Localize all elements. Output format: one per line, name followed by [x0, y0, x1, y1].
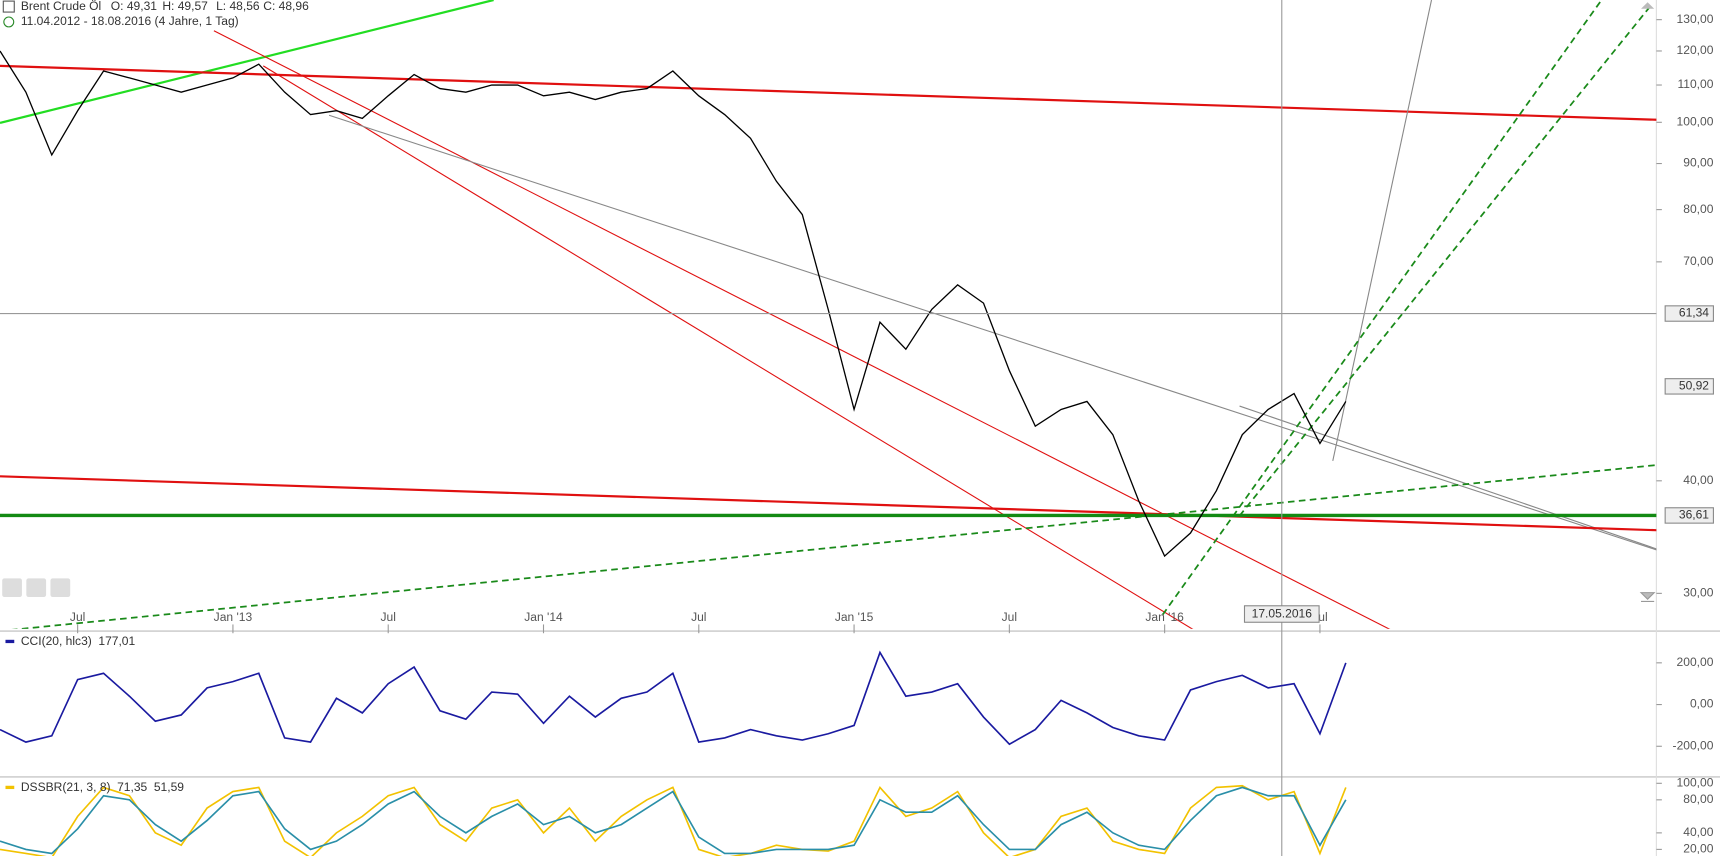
y-tick-label: 70,00	[1683, 254, 1713, 268]
series-group	[0, 650, 1347, 746]
ohlc-high: H: 49,57	[162, 0, 208, 13]
y-tick-label: 100,00	[1677, 114, 1714, 128]
legend-swatch	[5, 639, 15, 644]
panel: 20,00 40,00 80,00 100,00	[1656, 775, 1714, 856]
crosshair-x-label: 17.05.2016	[1252, 607, 1313, 621]
y-tick-label: 100,00	[1677, 775, 1714, 789]
series-group	[0, 786, 1347, 855]
last-price-marker	[1664, 378, 1714, 395]
zoom-in-button[interactable]	[2, 578, 22, 598]
legend-label: DSSBR(21, 3, 8)	[21, 780, 111, 794]
crosshair-y-box	[1664, 305, 1714, 322]
y-tick-label: -200,00	[1673, 738, 1714, 752]
series-line	[0, 786, 1347, 855]
legend-label: CCI(20, hlc3)	[21, 634, 92, 648]
trend-lines	[0, 0, 1657, 629]
level-marker	[1664, 507, 1714, 524]
y-tick-label: 40,00	[1683, 825, 1713, 839]
y-tick-label: 110,00	[1677, 77, 1713, 91]
x-tick-label: Jul	[70, 610, 85, 624]
x-tick-label: Jan '14	[524, 610, 563, 624]
panel: -200,00 0,00 200,00	[1656, 655, 1714, 752]
y-tick-label: 200,00	[1677, 655, 1714, 669]
x-tick-label: Jan '15	[835, 610, 874, 624]
x-tick-label: Jul	[381, 610, 396, 624]
ohlc-close: C: 48,96	[263, 0, 309, 13]
y-tick-label: 80,00	[1683, 792, 1713, 806]
chart-title: Brent Crude Öl	[21, 0, 101, 13]
series-line	[0, 650, 1347, 746]
download-button[interactable]	[26, 578, 47, 598]
scroll-down-icon[interactable]	[1639, 592, 1656, 602]
time-icon	[3, 16, 15, 28]
legend-value: 177,01	[98, 634, 135, 648]
x-tick-label: Jul	[691, 610, 706, 624]
panel: 30,00 40,00 70,00 80,00 90,00 100,00 110,00 120…	[70, 12, 1714, 634]
menu-button[interactable]	[50, 578, 71, 598]
series-group	[0, 784, 1347, 856]
series-group	[0, 50, 1347, 558]
y-tick-label: 30,00	[1683, 586, 1713, 600]
y-tick-label: 90,00	[1683, 156, 1713, 170]
series-line	[0, 784, 1347, 856]
series-line	[0, 50, 1347, 558]
ohlc-open: O: 49,31	[111, 0, 158, 13]
x-tick-label: Jul	[1002, 610, 1017, 624]
level-label: 36,61	[1679, 508, 1709, 522]
chart-icon	[2, 0, 15, 13]
y-tick-label: 40,00	[1683, 473, 1713, 487]
last-price-label: 50,92	[1679, 379, 1709, 393]
ohlc-low: L: 48,56	[216, 0, 260, 13]
toolbar-icons[interactable]	[2, 578, 71, 598]
x-tick-label: Jan '13	[214, 610, 253, 624]
legend-swatch	[5, 785, 15, 790]
crosshair-y-label: 61,34	[1679, 306, 1709, 320]
scroll-up-icon[interactable]	[1641, 2, 1655, 9]
legend-value: 51,59	[154, 780, 184, 794]
date-range: 11.04.2012 - 18.08.2016 (4 Jahre, 1 Tag)	[21, 14, 239, 28]
y-tick-label: 80,00	[1683, 202, 1713, 216]
x-tick-label: Jan '16	[1145, 610, 1184, 624]
y-tick-label: 130,00	[1677, 12, 1714, 26]
legend-value: 71,35	[117, 780, 147, 794]
y-tick-label: 0,00	[1690, 697, 1714, 711]
y-tick-label: 20,00	[1683, 842, 1713, 856]
crosshair-x-box	[1243, 605, 1320, 623]
y-tick-label: 120,00	[1677, 43, 1714, 57]
header: Brent Crude Öl O: 49,31 H: 49,57 L: 48,5…	[2, 0, 309, 28]
